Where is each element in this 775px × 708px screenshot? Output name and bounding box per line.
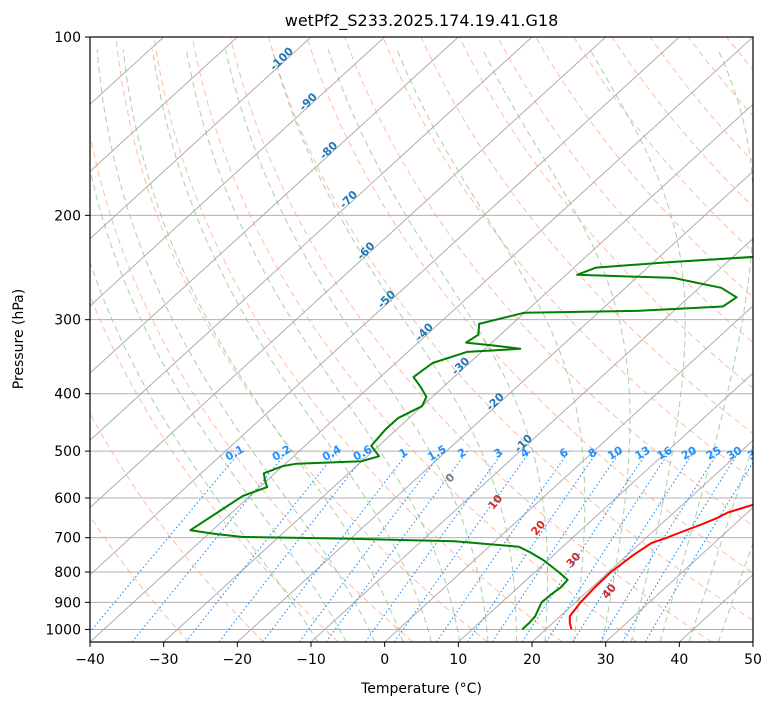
isotherm-line [90,37,533,442]
isotherm-line [90,37,753,642]
moist-adiabat-line [90,167,347,642]
mixing-ratio-line [467,450,599,642]
isotherm-line [90,37,607,509]
moist-adiabat-line [122,49,404,642]
moist-adiabat-line [327,49,548,642]
moist-adiabat-line [225,49,489,642]
dry-adiabat-line [90,131,414,642]
dry-adiabat-line [306,37,753,574]
y-axis-label: Pressure (hPa) [11,289,27,389]
dry-adiabat-line [229,37,712,642]
dry-adiabat-line [90,515,190,642]
temperature-profile-line [568,503,753,630]
mixing-ratio-label: 36 [745,444,765,463]
chart-title: wetPf2_S233.2025.174.19.41.G18 [285,11,559,31]
mixing-ratio-line [545,450,671,642]
y-tick-label: 700 [54,531,81,547]
y-tick-label: 100 [54,30,81,46]
dry-adiabat-line [90,412,264,642]
x-tick-label: 0 [380,652,389,668]
mixing-ratio-line [131,450,289,642]
y-tick-label: 400 [54,387,81,403]
mixing-ratio-line [90,450,242,633]
isotherm-line [236,170,753,642]
isotherm-line [605,506,753,642]
moist-adiabat-line [688,443,753,642]
moist-adiabat-line [589,49,686,642]
mixing-ratio-line [521,450,649,642]
isotherm-line [531,439,753,642]
background-grid [90,37,753,642]
mixing-ratio-line [298,450,444,642]
mixing-ratio-line [491,450,621,642]
isotherm-line [90,37,459,374]
y-tick-label: 1000 [45,622,81,638]
isotherm-line [163,103,753,642]
y-tick-label: 500 [54,444,81,460]
moist-adiabat-line [152,49,432,642]
isotherm-line [90,37,312,240]
x-tick-label: −10 [296,652,326,668]
mixing-ratio-line [262,450,410,642]
dewpoint-profile-line [189,255,753,631]
x-tick-label: 40 [670,652,688,668]
mixing-ratio-line [621,450,740,642]
dry-adiabat-line [115,37,488,642]
isotherm-line [90,37,238,173]
mixing-ratio-line [364,450,505,642]
x-tick-label: 10 [449,652,467,668]
moist-adiabat-line [482,49,631,642]
dry-adiabat-line [153,37,563,642]
x-tick-label: 50 [744,652,762,668]
dry-adiabat-line [268,37,753,622]
dry-adiabat-line [382,37,753,481]
mixing-ratio-line [325,450,468,642]
isotherm-line [90,37,680,576]
moist-adiabat-line [717,542,753,642]
reference-lines [90,37,753,642]
mixing-ratio-line [393,450,531,642]
dry-adiabat-line [535,37,753,298]
moist-adiabat-line [90,260,319,642]
profile-lines [189,255,753,631]
mixing-ratio-line [435,450,570,642]
moist-adiabat-line [271,49,517,642]
y-tick-label: 200 [54,208,81,224]
moist-adiabat-line [185,49,461,642]
y-tick-label: 600 [54,491,81,507]
moist-adiabat-line [396,49,586,642]
x-tick-label: 20 [523,652,541,668]
moist-adiabat-line [659,49,753,642]
plot-frame [89,36,754,643]
x-tick-label: −20 [223,652,253,668]
x-axis-label: Temperature (°C) [360,681,482,697]
isotherm-line [90,37,386,307]
mixing-ratio-line [185,450,339,642]
moist-adiabat-line [96,49,376,642]
isotherm-line [384,305,753,642]
y-tick-label: 900 [54,595,81,611]
x-tick-label: −40 [75,652,105,668]
isotherm-line [457,372,753,642]
y-tick-label: 300 [54,313,81,329]
dry-adiabat-line [344,37,753,527]
axis-ticks: −40 −30 −20 −10 0 10 20 30 40 50 1000 900 800 700 600 5… [45,30,762,668]
y-tick-label: 800 [54,565,81,581]
x-tick-label: 30 [597,652,615,668]
x-tick-label: −30 [149,652,179,668]
